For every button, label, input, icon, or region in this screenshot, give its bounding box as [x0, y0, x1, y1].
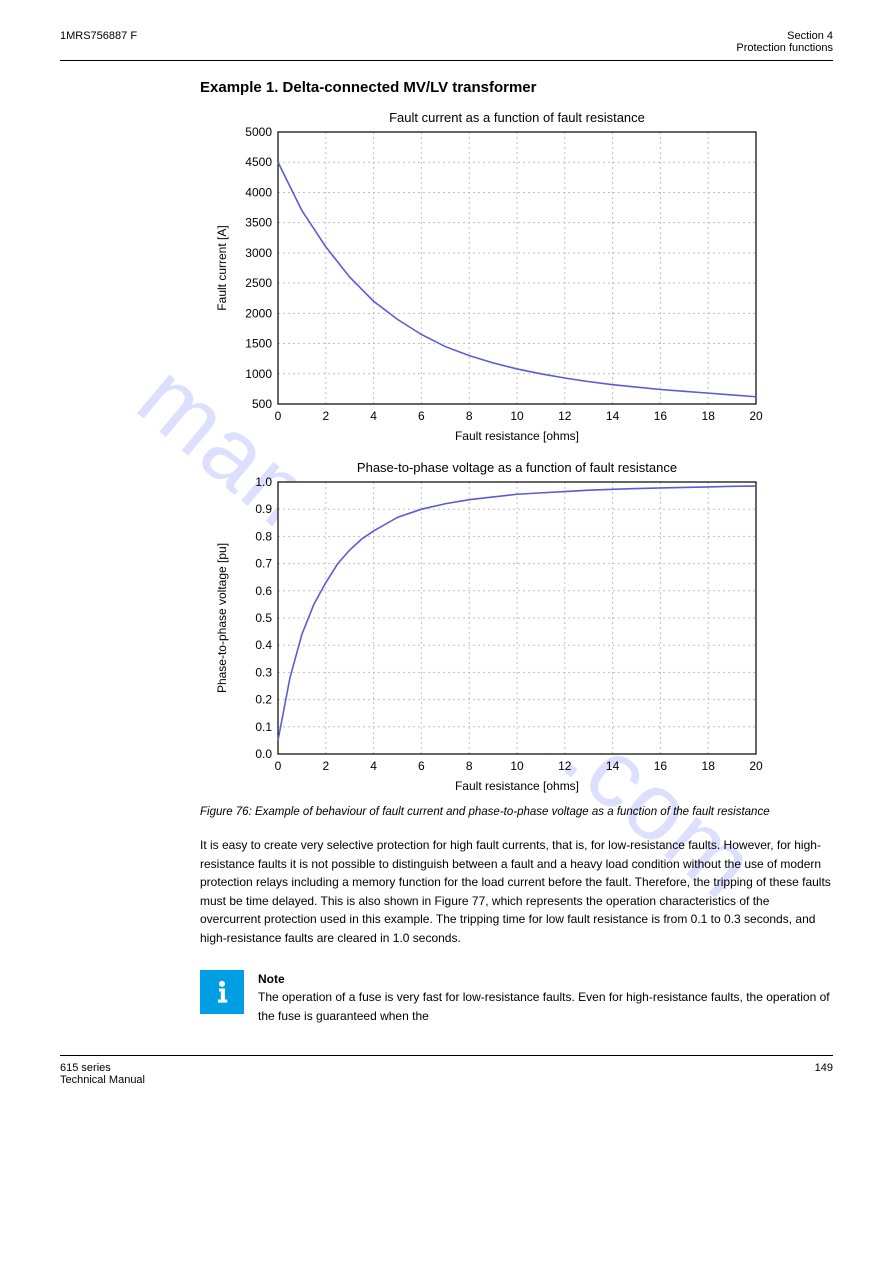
svg-text:18: 18: [702, 759, 716, 773]
svg-text:3000: 3000: [245, 246, 272, 260]
header-section: Section 4: [736, 30, 833, 42]
svg-text:0.9: 0.9: [255, 502, 272, 516]
svg-text:0.7: 0.7: [255, 557, 272, 571]
figure-text: Example of behaviour of fault current an…: [255, 806, 770, 818]
svg-text:2500: 2500: [245, 276, 272, 290]
svg-text:8: 8: [466, 409, 473, 423]
svg-text:0.4: 0.4: [255, 638, 272, 652]
svg-text:0.1: 0.1: [255, 720, 272, 734]
header-doc-id: 1MRS756887 F: [60, 30, 137, 54]
svg-text:1500: 1500: [245, 337, 272, 351]
svg-text:0.3: 0.3: [255, 665, 272, 679]
svg-text:0.0: 0.0: [255, 747, 272, 761]
svg-text:4000: 4000: [245, 185, 272, 199]
section-heading: Example 1. Delta-connected MV/LV transfo…: [200, 79, 833, 96]
header-rule: [60, 60, 833, 61]
svg-text:4500: 4500: [245, 155, 272, 169]
svg-text:0.2: 0.2: [255, 693, 272, 707]
svg-text:4: 4: [370, 409, 377, 423]
svg-text:12: 12: [558, 409, 572, 423]
header-section-name: Protection functions: [736, 42, 833, 54]
svg-text:6: 6: [418, 759, 425, 773]
svg-text:500: 500: [252, 397, 272, 411]
svg-text:10: 10: [510, 409, 524, 423]
svg-text:2000: 2000: [245, 306, 272, 320]
svg-text:0.6: 0.6: [255, 584, 272, 598]
svg-text:Fault resistance [ohms]: Fault resistance [ohms]: [455, 429, 579, 443]
svg-text:16: 16: [654, 759, 668, 773]
svg-text:5000: 5000: [245, 125, 272, 139]
chart2-svg: 0 2 4 6 8 10 12 14 16 18 20 0.0 0.1 0.2 0.3 0.4 0.5 0.6 0.…: [210, 456, 770, 796]
note-block: Note The operation of a fuse is very fas…: [200, 970, 833, 1026]
svg-text:4: 4: [370, 759, 377, 773]
figure-caption: Figure 76: Example of behaviour of fault…: [200, 806, 833, 818]
svg-text:18: 18: [702, 409, 716, 423]
svg-text:Phase-to-phase voltage [pu]: Phase-to-phase voltage [pu]: [215, 543, 229, 693]
footer-sub: Technical Manual: [60, 1074, 145, 1086]
chart-phase-voltage: 0 2 4 6 8 10 12 14 16 18 20 0.0 0.1 0.2 0.3 0.4 0.5 0.6 0.…: [210, 456, 833, 796]
svg-text:2: 2: [322, 759, 329, 773]
chart1-svg: 0 2 4 6 8 10 12 14 16 18 20 500 1000 1500 2000 2500 3000…: [210, 106, 770, 446]
chart-fault-current: 0 2 4 6 8 10 12 14 16 18 20 500 1000 1500 2000 2500 3000…: [210, 106, 833, 446]
svg-text:2: 2: [322, 409, 329, 423]
svg-text:Fault current as a function of: Fault current as a function of fault res…: [389, 110, 645, 125]
svg-text:Fault resistance [ohms]: Fault resistance [ohms]: [455, 779, 579, 793]
svg-text:0.5: 0.5: [255, 611, 272, 625]
note-body: Note The operation of a fuse is very fas…: [258, 970, 833, 1026]
svg-text:0: 0: [275, 409, 282, 423]
svg-text:Fault current [A]: Fault current [A]: [215, 225, 229, 310]
svg-text:3500: 3500: [245, 216, 272, 230]
body-paragraph: It is easy to create very selective prot…: [200, 836, 833, 948]
note-title: Note: [258, 972, 285, 986]
info-icon: [200, 970, 244, 1014]
footer-page-number: 149: [815, 1062, 833, 1086]
svg-text:20: 20: [749, 409, 763, 423]
svg-text:20: 20: [749, 759, 763, 773]
svg-text:14: 14: [606, 409, 620, 423]
svg-text:8: 8: [466, 759, 473, 773]
svg-text:0.8: 0.8: [255, 529, 272, 543]
svg-text:Phase-to-phase voltage as a fu: Phase-to-phase voltage as a function of …: [357, 460, 677, 475]
page: 1MRS756887 F Section 4 Protection functi…: [0, 0, 893, 1116]
svg-text:10: 10: [510, 759, 524, 773]
svg-text:12: 12: [558, 759, 572, 773]
footer-series: 615 series: [60, 1062, 145, 1074]
figure-label: Figure 76:: [200, 806, 252, 818]
page-footer: 615 series Technical Manual 149: [60, 1056, 833, 1086]
svg-text:1000: 1000: [245, 367, 272, 381]
svg-text:6: 6: [418, 409, 425, 423]
svg-text:1.0: 1.0: [255, 475, 272, 489]
note-text: The operation of a fuse is very fast for…: [258, 990, 830, 1023]
svg-text:0: 0: [275, 759, 282, 773]
svg-text:14: 14: [606, 759, 620, 773]
page-header: 1MRS756887 F Section 4 Protection functi…: [60, 30, 833, 60]
svg-text:16: 16: [654, 409, 668, 423]
